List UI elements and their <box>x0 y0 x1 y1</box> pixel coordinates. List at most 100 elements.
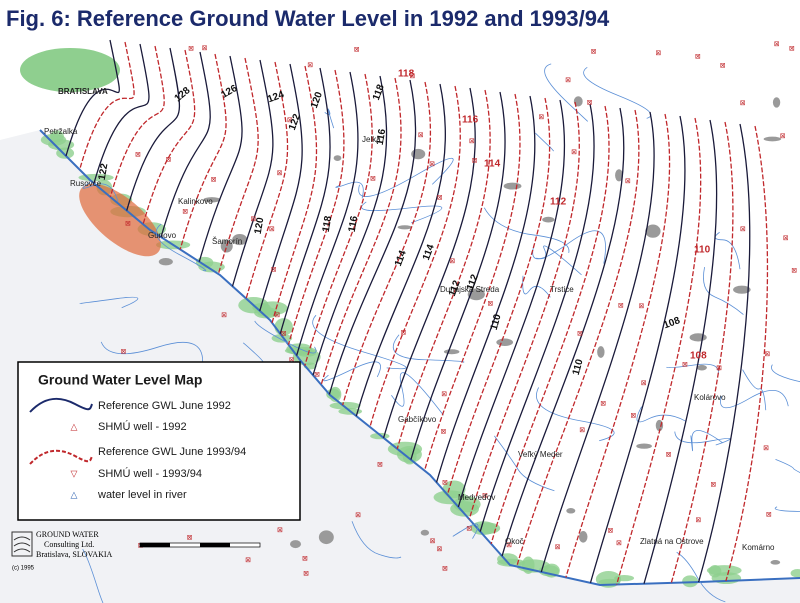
well: ⊠ <box>487 300 493 307</box>
river <box>335 181 364 199</box>
well: ⊠ <box>695 517 701 524</box>
well: ⊠ <box>370 175 376 182</box>
well: ⊠ <box>695 54 701 61</box>
well: ⊠ <box>125 221 131 228</box>
floodplain <box>396 446 422 463</box>
floodplain <box>790 569 800 578</box>
logo-waves <box>13 536 31 553</box>
scale-seg <box>140 543 170 547</box>
well: ⊠ <box>281 330 287 337</box>
well: ⊠ <box>600 401 606 408</box>
logo-line: Consulting Ltd. <box>44 540 94 549</box>
contour-label: 112 <box>447 279 463 298</box>
place: Okoč <box>505 537 524 546</box>
contour-1992 <box>643 119 718 584</box>
contour-1993 <box>670 121 734 584</box>
contour-label: 118 <box>321 215 335 233</box>
scale-bar <box>139 542 261 548</box>
well: ⊠ <box>354 47 360 54</box>
contour-1993 <box>616 117 702 585</box>
town <box>333 155 342 162</box>
contour-1992 <box>160 51 211 238</box>
well: ⊠ <box>616 540 622 547</box>
well: ⊠ <box>441 391 447 398</box>
well: ⊠ <box>182 209 188 216</box>
river <box>312 314 407 370</box>
town <box>566 508 576 514</box>
well: ⊠ <box>437 546 443 553</box>
town <box>763 136 782 142</box>
place: Zlatná na Ostrove <box>640 537 704 546</box>
well: ⊠ <box>377 462 383 469</box>
river <box>666 363 719 375</box>
contour-1993 <box>304 73 373 366</box>
well: ⊠ <box>577 330 583 337</box>
place: Šamorín <box>212 237 242 246</box>
legend-box <box>17 361 301 521</box>
contour-1993 <box>342 81 432 406</box>
town <box>696 364 707 371</box>
town <box>420 529 430 536</box>
town <box>443 349 460 355</box>
well: ⊠ <box>716 365 722 372</box>
contour-1992 <box>93 43 150 184</box>
contour-label: 110 <box>694 245 711 256</box>
contour-1992 <box>296 71 359 356</box>
well: ⊠ <box>625 178 631 185</box>
well: ⊠ <box>245 557 251 564</box>
legend-item: Reference GWL June 1992 <box>98 400 231 412</box>
well: ⊠ <box>289 357 295 364</box>
well: ⊠ <box>409 73 415 80</box>
contour-1992 <box>65 39 120 157</box>
contour-1992 <box>259 63 303 311</box>
well: ⊠ <box>571 149 577 156</box>
river <box>522 275 551 298</box>
contour-1992 <box>501 107 625 557</box>
well: ⊠ <box>763 445 769 452</box>
well: ⊠ <box>449 258 455 265</box>
contour-1992 <box>231 59 274 287</box>
well: ⊠ <box>202 45 208 52</box>
contour-1993 <box>320 77 402 385</box>
well: ⊠ <box>441 428 447 435</box>
river <box>100 341 204 368</box>
town <box>578 531 588 543</box>
well: ⊠ <box>314 371 320 378</box>
logo-line: Bratislava, SLOVAKIA <box>36 550 113 559</box>
contour-1993 <box>565 113 671 578</box>
logo: GROUND WATER Consulting Ltd. Bratislava,… <box>11 530 113 572</box>
well: ⊠ <box>221 312 227 319</box>
contour-1992 <box>279 67 331 334</box>
river <box>323 361 381 382</box>
town <box>689 333 707 342</box>
contour-1993 <box>179 53 227 250</box>
well: ⊠ <box>430 538 436 545</box>
well: ⊠ <box>791 267 797 274</box>
river <box>532 230 606 264</box>
contour-1992 <box>435 95 536 483</box>
river <box>690 430 723 451</box>
well: ⊠ <box>187 534 193 541</box>
place: Kolárovo <box>694 393 726 402</box>
well: ⊠ <box>469 138 475 145</box>
well: ⊠ <box>766 511 772 518</box>
well: ⊠ <box>780 133 786 140</box>
floodplain <box>706 565 742 576</box>
river <box>676 551 726 603</box>
contour-1993 <box>446 97 551 495</box>
contour-1992 <box>126 47 181 211</box>
well: ⊠ <box>211 176 217 183</box>
well: ⊠ <box>579 427 585 434</box>
legend-line-1993 <box>29 449 93 465</box>
legend-symbol: △ <box>71 489 78 499</box>
well: ⊠ <box>307 62 313 69</box>
legend-line-1992 <box>29 397 93 413</box>
floodplain <box>284 346 318 355</box>
well: ⊠ <box>303 571 309 578</box>
logo-name: GROUND WATER <box>36 530 99 539</box>
well: ⊠ <box>355 512 361 519</box>
river <box>774 506 800 512</box>
contour-label: 114 <box>393 249 409 268</box>
town <box>772 97 781 108</box>
